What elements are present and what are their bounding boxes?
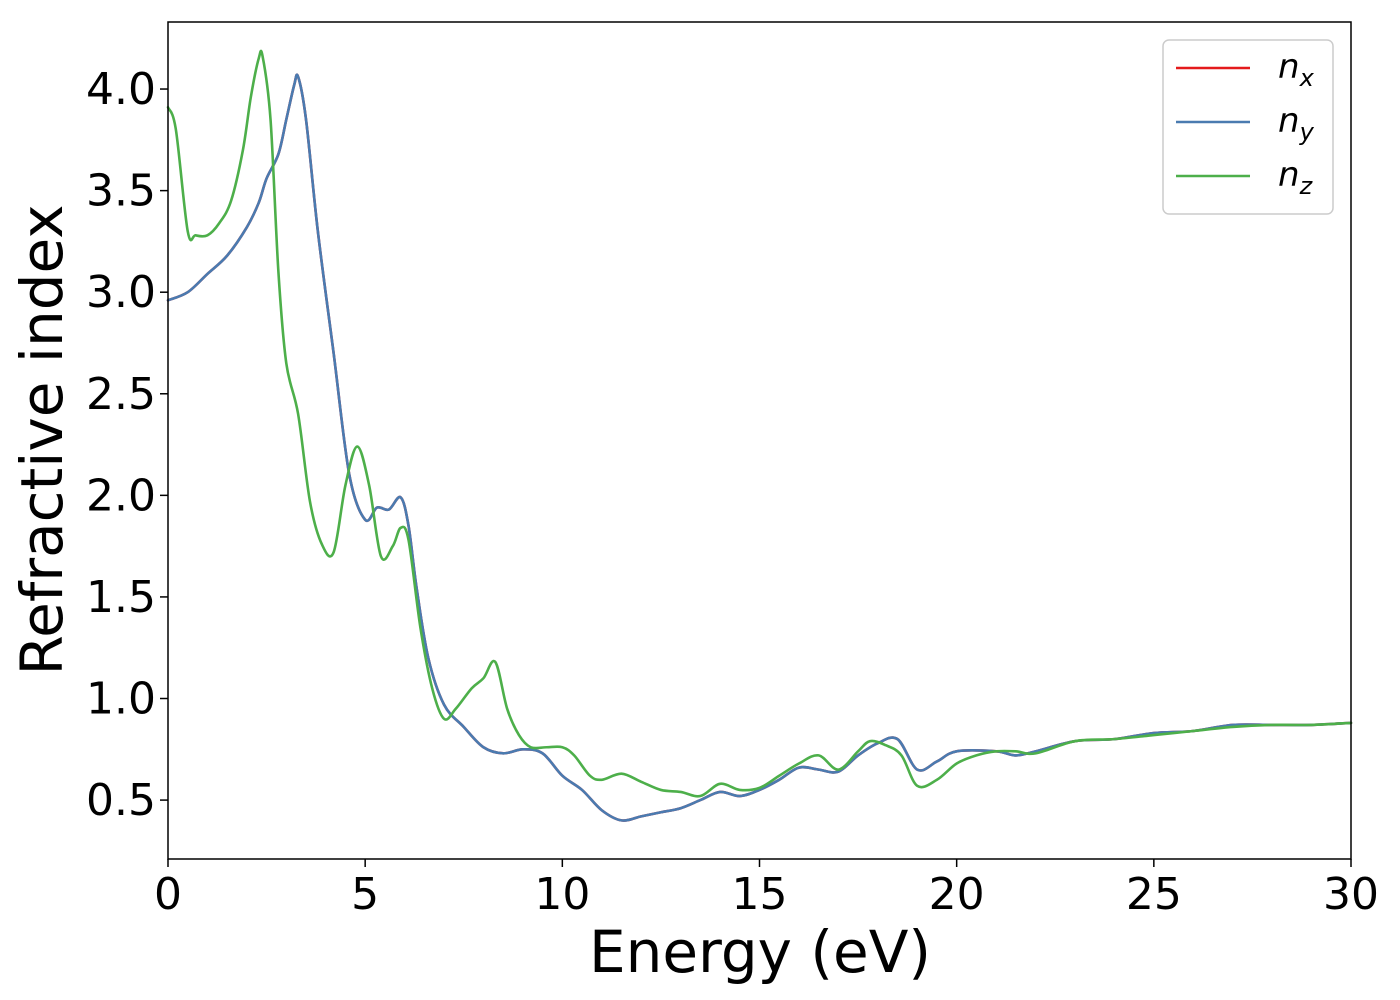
y-tick-label: 2.5 <box>86 369 156 420</box>
x-tick-label: 5 <box>351 869 379 920</box>
x-tick-label: 15 <box>732 869 788 920</box>
legend-label-z: nz <box>1278 155 1314 200</box>
y-tick-label: 3.0 <box>86 267 156 318</box>
series-layer <box>166 49 1353 822</box>
y-tick-label: 1.0 <box>86 674 156 725</box>
x-tick-label: 25 <box>1126 869 1182 920</box>
y-axis-ticks: 0.5 1.0 1.5 2.0 2.5 3.0 3.5 4.0 <box>86 64 168 826</box>
series-line-z <box>166 49 1353 798</box>
legend-label-y: ny <box>1278 101 1315 146</box>
y-tick-label: 0.5 <box>86 775 156 826</box>
x-tick-label: 20 <box>929 869 985 920</box>
legend-box <box>1162 39 1334 215</box>
x-tick-label: 0 <box>154 869 182 920</box>
y-axis-title: Refractive index <box>8 204 76 675</box>
y-tick-label: 4.0 <box>86 64 156 115</box>
x-axis-title: Energy (eV) <box>589 918 931 986</box>
x-tick-label: 30 <box>1323 869 1379 920</box>
y-tick-label: 3.5 <box>86 166 156 217</box>
y-tick-label: 2.0 <box>86 470 156 521</box>
x-axis-ticks: 0 5 10 15 20 25 30 <box>154 859 1379 920</box>
legend: nx ny nz <box>1162 39 1334 215</box>
x-tick-label: 10 <box>534 869 590 920</box>
legend-label-x: nx <box>1278 47 1315 92</box>
y-tick-label: 1.5 <box>86 572 156 623</box>
